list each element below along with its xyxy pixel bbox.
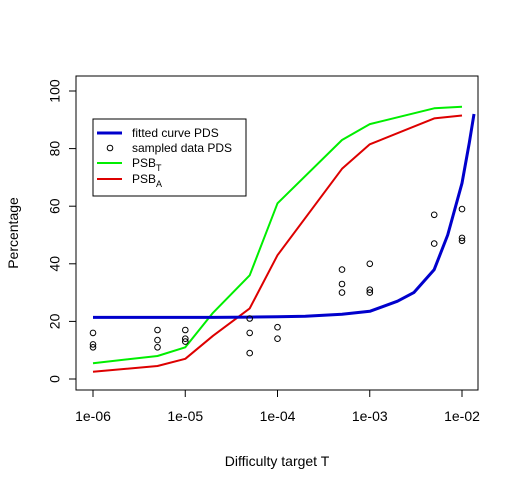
- y-axis: 0 20 40 60 80 100: [47, 79, 77, 383]
- data-point: [274, 323, 281, 331]
- data-point: [182, 335, 189, 343]
- y-tick-label: 60: [47, 198, 63, 214]
- data-point: [458, 237, 466, 245]
- y-axis-label: Percentage: [5, 197, 21, 269]
- legend-entry-label: PSBT: [132, 156, 162, 173]
- data-point: [274, 335, 281, 343]
- data-point: [458, 205, 466, 213]
- x-tick-label: 1e-03: [352, 408, 388, 424]
- y-tick-label: 40: [47, 256, 63, 272]
- data-point: [246, 349, 253, 357]
- y-tick-label: 80: [47, 141, 63, 157]
- y-tick-label: 20: [47, 313, 63, 329]
- legend-entry-label: sampled data PDS: [132, 141, 232, 155]
- x-axis: 1e-06 1e-05 1e-04 1e-03 1e-02: [75, 389, 480, 424]
- legend-entry-label: PSBA: [132, 172, 162, 189]
- data-point: [338, 280, 346, 288]
- series-line-fitted-curve-pds: [93, 113, 476, 319]
- data-point: [154, 326, 161, 334]
- series-line-psb-a: [92, 114, 463, 373]
- data-point: [430, 240, 438, 247]
- data-point: [89, 341, 97, 348]
- data-point: [366, 286, 374, 294]
- data-point: [89, 344, 97, 351]
- legend-swatch: [106, 144, 114, 152]
- legend-entry-label: fitted curve PDS: [132, 126, 219, 140]
- data-point: [246, 329, 253, 337]
- y-tick-label: 0: [47, 375, 63, 383]
- data-point: [338, 289, 346, 296]
- data-point: [182, 326, 189, 334]
- data-point: [430, 211, 438, 219]
- series-line-psb-t: [92, 105, 463, 365]
- data-point: [366, 289, 374, 296]
- series-layer: [89, 105, 476, 373]
- data-point: [154, 336, 161, 344]
- data-point: [458, 234, 466, 242]
- data-point: [366, 260, 374, 268]
- legend-entry-subscript: T: [156, 163, 162, 173]
- x-tick-label: 1e-06: [75, 408, 111, 424]
- y-tick-label: 100: [47, 79, 63, 103]
- data-point: [154, 344, 161, 351]
- legend-entry-subscript: A: [156, 179, 162, 189]
- data-point: [89, 329, 97, 337]
- data-point: [246, 315, 253, 322]
- data-point: [182, 338, 189, 345]
- x-tick-label: 1e-02: [444, 408, 480, 424]
- x-tick-label: 1e-04: [260, 408, 296, 424]
- data-point: [338, 266, 346, 273]
- x-tick-label: 1e-05: [167, 408, 203, 424]
- x-axis-label: Difficulty target T: [225, 453, 330, 469]
